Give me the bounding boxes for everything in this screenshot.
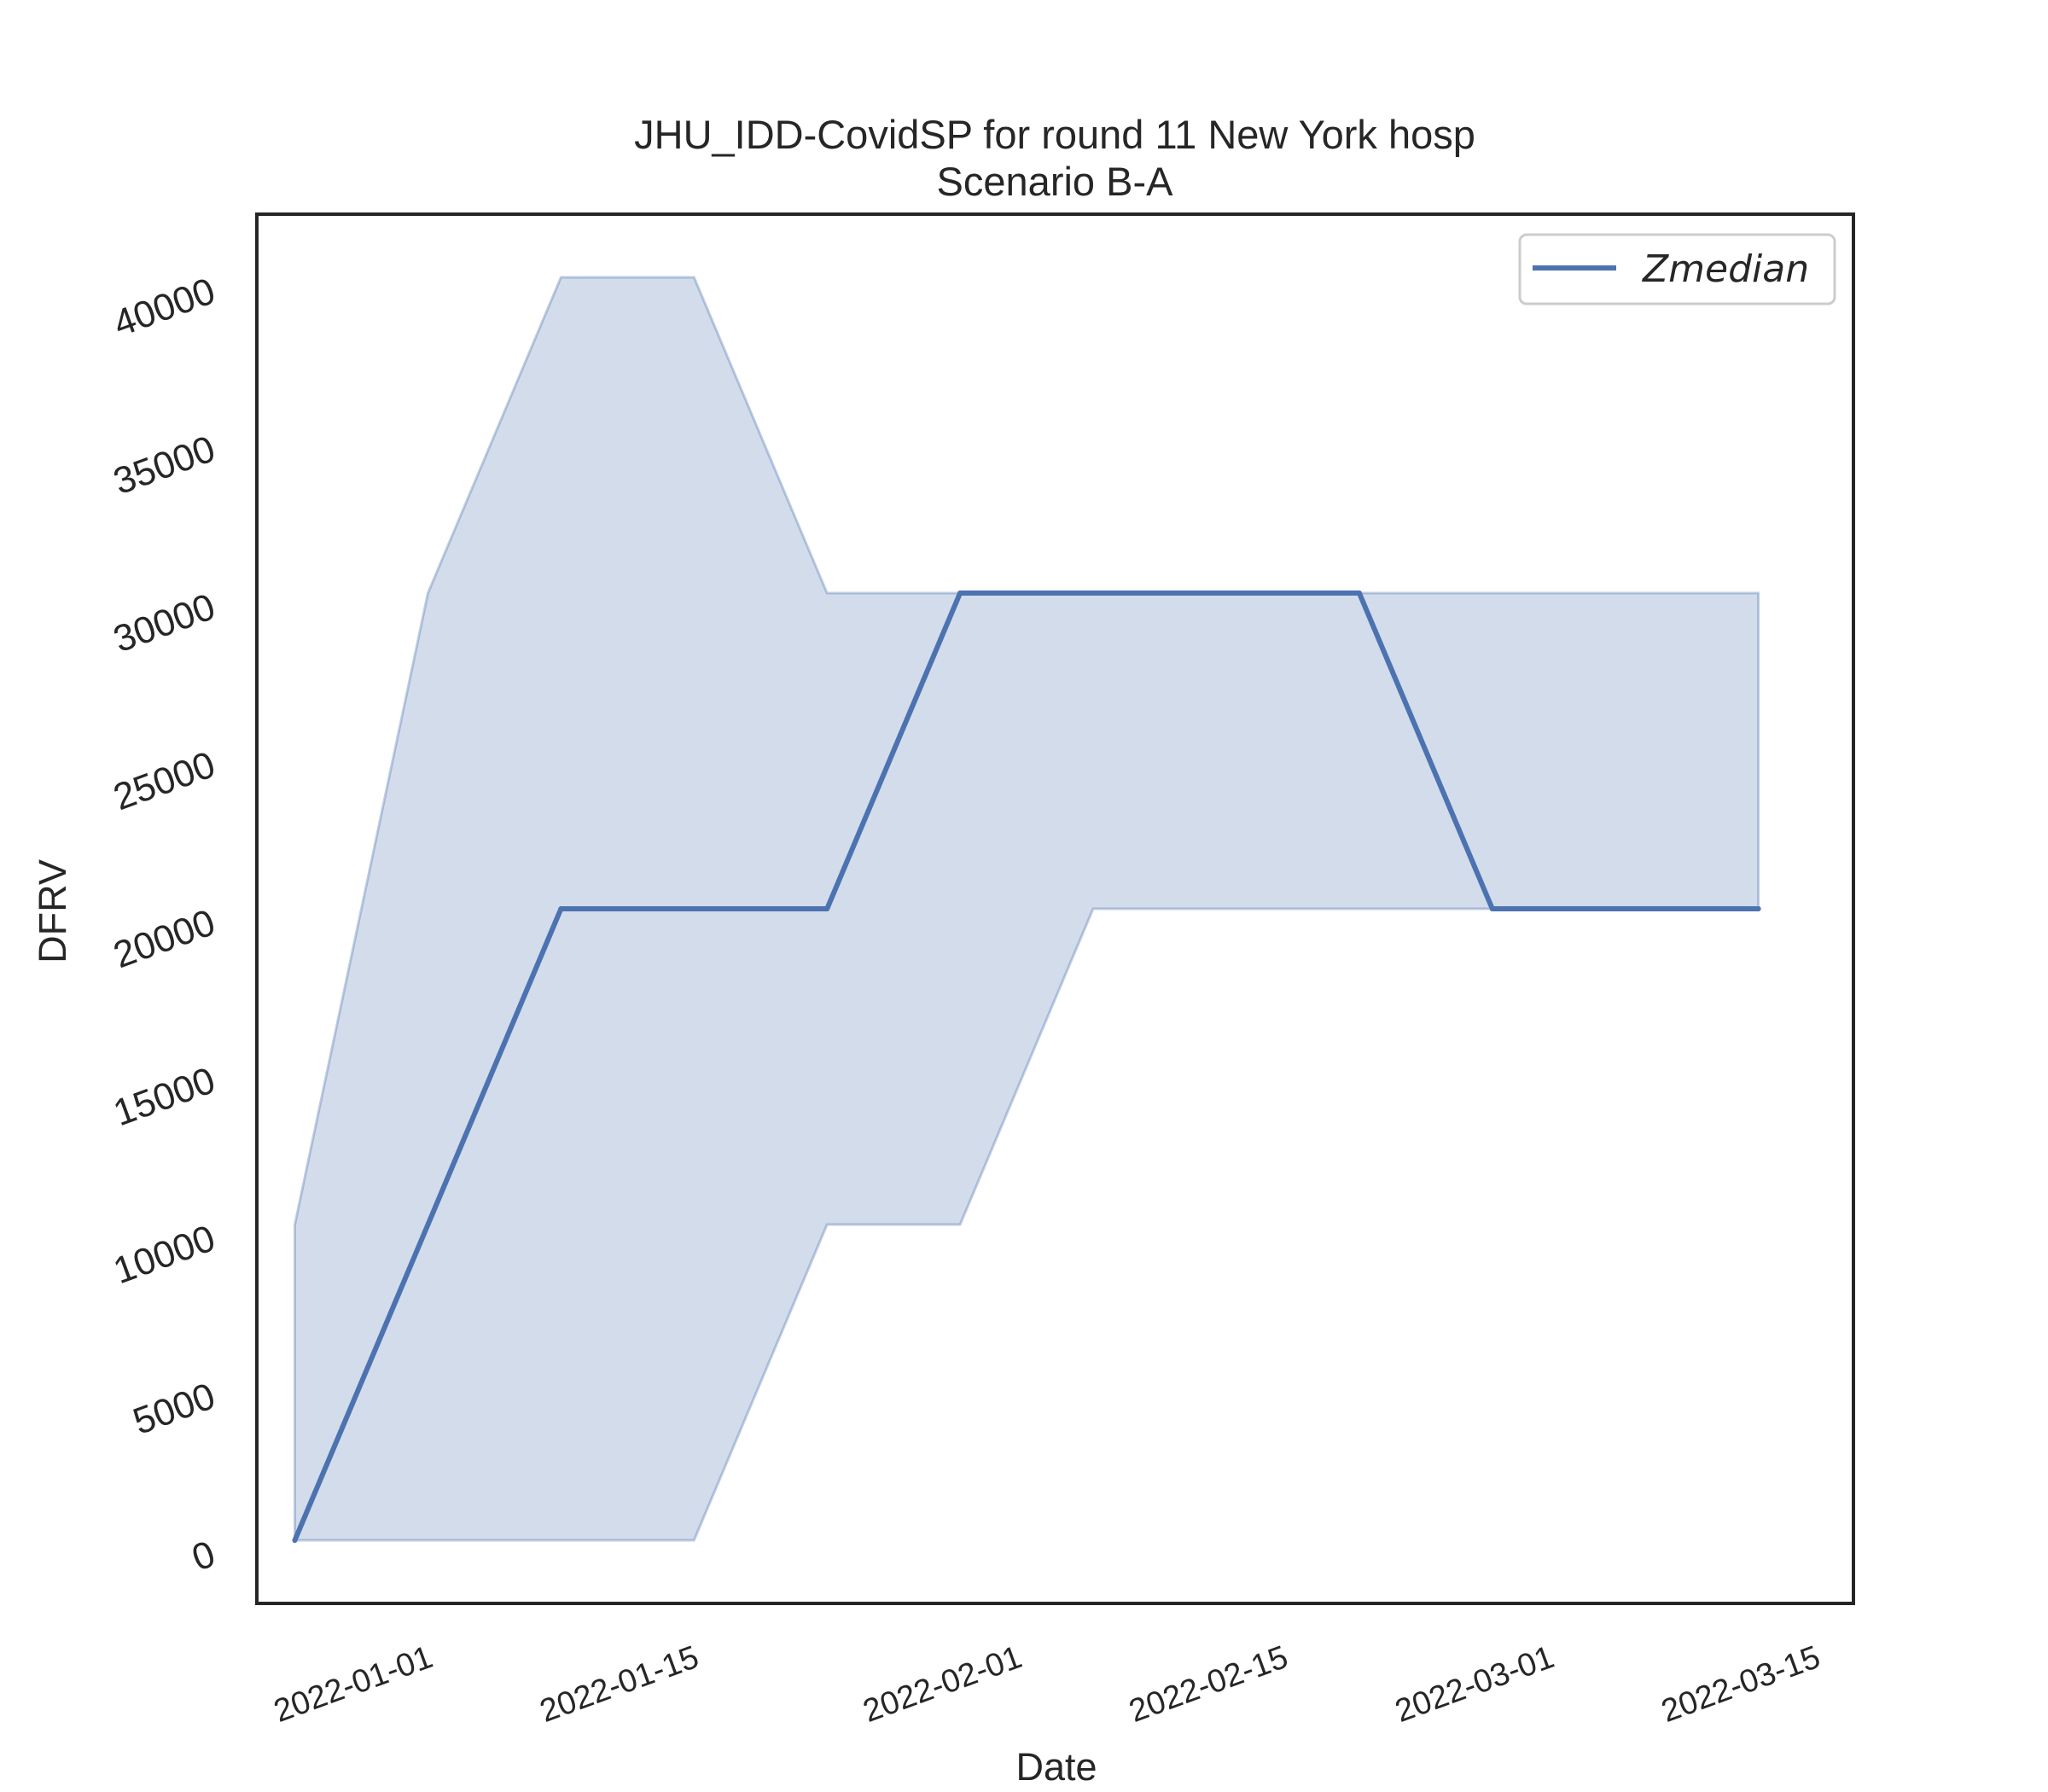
x-axis-ticks: 2022-01-01 2022-01-15 2022-02-01 2022-02-15… xyxy=(270,1639,1825,1730)
data-point xyxy=(957,591,963,596)
data-point xyxy=(1356,591,1362,596)
data-point xyxy=(425,1222,431,1227)
y-tick-label: 15000 xyxy=(108,1059,221,1134)
legend: Zmedian xyxy=(1518,233,1836,305)
y-tick-label: 30000 xyxy=(108,585,221,660)
y-tick-label: 25000 xyxy=(108,743,221,818)
data-point xyxy=(558,906,564,911)
legend-label-zmedian: Zmedian xyxy=(1642,247,1809,291)
legend-box xyxy=(1518,233,1836,305)
x-tick-label: 2022-02-15 xyxy=(1125,1639,1293,1730)
x-tick-label: 2022-03-01 xyxy=(1391,1639,1559,1730)
y-tick-label: 5000 xyxy=(128,1375,221,1443)
data-point xyxy=(1622,906,1628,911)
data-point xyxy=(292,1538,298,1543)
data-point xyxy=(691,906,697,911)
x-tick-label: 2022-03-15 xyxy=(1657,1639,1825,1730)
plot-frame xyxy=(255,212,1855,1605)
chart-subtitle: Scenario B-A xyxy=(937,159,1174,204)
x-axis-label: Date xyxy=(1015,1745,1097,1789)
data-point xyxy=(1091,591,1096,596)
data-point xyxy=(1489,906,1495,911)
data-point xyxy=(1224,591,1229,596)
x-tick-label: 2022-02-01 xyxy=(858,1639,1027,1730)
x-tick-label: 2022-01-01 xyxy=(270,1639,438,1730)
data-point xyxy=(824,906,830,911)
data-point xyxy=(1755,906,1761,911)
x-tick-label: 2022-01-15 xyxy=(535,1639,703,1730)
y-tick-label: 40000 xyxy=(108,270,221,345)
y-tick-label: 35000 xyxy=(108,428,221,503)
plot-area xyxy=(292,276,1761,1543)
y-tick-label: 10000 xyxy=(108,1217,221,1292)
y-tick-label: 0 xyxy=(187,1533,221,1579)
series-line-zmedian xyxy=(292,591,1761,1543)
y-axis-ticks: 0 5000 10000 15000 20000 25000 30000 35000 40000 xyxy=(108,270,221,1579)
chart-title: JHU_IDD-CovidSP for round 11 New York ho… xyxy=(634,112,1475,157)
y-tick-label: 20000 xyxy=(108,901,221,976)
y-axis-label: DFRV xyxy=(31,859,74,963)
